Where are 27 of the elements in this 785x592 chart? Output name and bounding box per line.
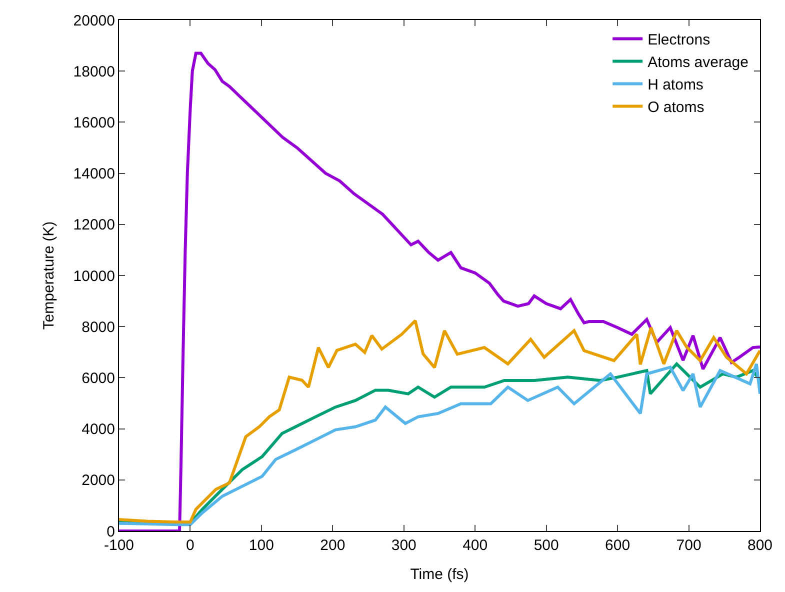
y-tick-label: 6000 [82, 370, 115, 387]
y-tick-label: 12000 [73, 216, 115, 234]
x-tick-label: 600 [605, 537, 630, 554]
y-tick-label: 16000 [73, 114, 115, 132]
line-series [119, 319, 760, 524]
x-axis-title: Time (fs) [410, 566, 469, 583]
x-tick-label: 0 [186, 537, 194, 554]
y-tick-label: 10000 [73, 268, 115, 285]
x-tick-label: 300 [391, 537, 416, 554]
legend-label: H atoms [648, 76, 704, 94]
y-tick-label: 18000 [73, 63, 115, 80]
legend-label: Atoms average [648, 54, 748, 72]
y-tick-label: 2000 [82, 472, 115, 490]
legend-label: Electrons [648, 32, 710, 49]
x-tick-label: 200 [320, 537, 346, 554]
line-series [119, 52, 760, 531]
y-tick-label: 4000 [82, 421, 115, 438]
y-axis-title: Temperature (K) [40, 221, 58, 330]
y-tick-label: 14000 [73, 166, 115, 183]
y-tick-label: 20000 [73, 12, 115, 30]
x-tick-label: 100 [248, 537, 274, 554]
x-tick-label: 400 [462, 537, 488, 554]
x-tick-label: 700 [676, 537, 702, 554]
x-tick-label: 800 [747, 537, 773, 554]
legend-label: O atoms [648, 99, 704, 116]
y-tick-label: 8000 [82, 318, 115, 336]
x-tick-label: 500 [534, 537, 559, 554]
